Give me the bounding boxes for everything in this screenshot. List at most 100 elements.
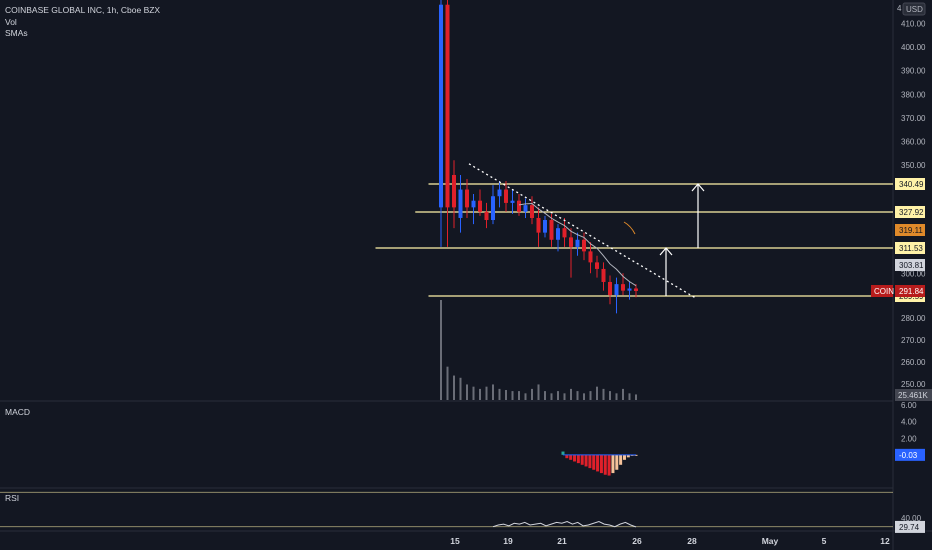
price-tick-label: 300.00 — [901, 269, 926, 278]
macd-bar — [599, 454, 603, 474]
candle-body — [562, 228, 567, 238]
macd-bar — [615, 454, 619, 470]
candle-body — [504, 189, 508, 203]
time-tick-label: 5 — [822, 536, 827, 546]
volume-bar — [466, 384, 468, 400]
sma-tag-bg — [895, 259, 925, 271]
price-tick-label: 380.00 — [901, 90, 926, 99]
volume-bar — [602, 388, 605, 400]
volume-bar — [505, 390, 507, 400]
candle-body — [556, 228, 560, 240]
volume-bar — [563, 393, 566, 400]
macd-bar — [607, 454, 611, 476]
price-tick-label: 370.00 — [901, 114, 926, 123]
macd-bar — [603, 454, 607, 475]
currency-badge[interactable] — [902, 2, 926, 16]
candle-body — [582, 239, 586, 252]
sma-tag-bg — [895, 224, 925, 236]
symbol-tag-bg — [871, 285, 893, 297]
volume-bar — [570, 388, 572, 400]
symbol-tag-label: COIN — [874, 287, 894, 296]
candle-body — [575, 239, 580, 247]
candles — [439, 0, 638, 314]
volume-bar — [492, 384, 494, 400]
chart-title: COINBASE GLOBAL INC, 1h, Cboe BZX — [5, 5, 160, 15]
volume-bar — [576, 391, 579, 400]
time-tick-label: 19 — [503, 536, 513, 546]
candle-body — [445, 4, 450, 208]
price-tick-label: 270.00 — [901, 336, 926, 345]
macd-bar — [626, 454, 630, 458]
macd-bar — [592, 454, 596, 470]
candle-body — [517, 200, 521, 212]
macd-bar — [611, 454, 615, 474]
macd-bar — [565, 454, 569, 459]
volume-bar — [537, 384, 540, 400]
volume-bar — [628, 393, 631, 400]
volume-bar — [453, 375, 455, 400]
axis-corner-tick: 4 — [897, 4, 902, 13]
volume-bar — [622, 388, 624, 400]
candle-body — [491, 196, 495, 221]
level-tag-label: 340.49 — [899, 180, 924, 189]
volume-bar — [472, 386, 475, 400]
rsi-pane-title: RSI — [5, 493, 19, 503]
volume-tag-bg — [895, 389, 932, 401]
arrow-head — [691, 183, 705, 192]
candle-body — [523, 205, 528, 212]
macd-bar — [596, 454, 600, 472]
macd-bar — [588, 454, 592, 469]
macd-tick-label: 6.00 — [901, 401, 917, 410]
candle-body — [543, 220, 547, 233]
sma-lines — [518, 203, 637, 287]
volume-bar — [557, 391, 559, 400]
volume-bar — [531, 388, 533, 400]
price-tags: 340.49327.92311.53289.59319.11303.81COIN… — [871, 178, 925, 302]
macd-histogram: 6.00 4.00 2.00 -0.03 — [561, 401, 925, 476]
sma-legend: SMAs — [5, 28, 28, 38]
candle-body — [510, 200, 515, 203]
candle-body — [478, 200, 482, 212]
volume-bar — [544, 391, 546, 400]
volume-bar — [446, 366, 449, 400]
arrow-head — [659, 247, 673, 256]
volume-tag-label: 25.461K — [898, 391, 928, 400]
price-axis-ticks: 410.00 400.00 390.00 380.00 370.00 360.00 350.… — [901, 20, 926, 389]
macd-tick-label: 4.00 — [901, 418, 917, 427]
candle-body — [634, 288, 638, 291]
volume-bar — [609, 391, 611, 400]
volume-bar — [635, 394, 637, 400]
volume-bar — [589, 391, 592, 400]
volume-bar — [479, 388, 481, 400]
candle-body — [588, 251, 593, 263]
macd-bar — [561, 451, 565, 455]
price-tick-label: 410.00 — [901, 20, 926, 29]
macd-bar — [569, 454, 573, 460]
volume-bar — [550, 393, 553, 400]
target-arrows — [659, 183, 705, 296]
rsi-tag-bg — [895, 520, 925, 533]
volume-bar — [524, 393, 527, 400]
candle-body — [439, 4, 443, 208]
candle-body — [465, 189, 469, 208]
candle-body — [452, 174, 456, 208]
time-tick-label: May — [762, 536, 779, 546]
macd-pane-title: MACD — [5, 407, 30, 417]
last-price-tag-bg — [895, 285, 925, 297]
level-tag-bg — [895, 242, 925, 254]
macd-bar — [576, 454, 580, 464]
price-tick-label: 260.00 — [901, 358, 926, 367]
candle-body — [484, 211, 489, 221]
rsi-line — [492, 521, 637, 528]
volume-bar — [485, 386, 488, 400]
candle-body — [621, 284, 625, 291]
candle-body — [536, 217, 541, 233]
rsi-tag-label: 29.74 — [899, 523, 920, 532]
macd-bar — [584, 454, 588, 467]
level-tag-label: 311.53 — [899, 244, 923, 253]
sma-line-orange — [623, 221, 636, 235]
candle-body — [614, 284, 619, 296]
